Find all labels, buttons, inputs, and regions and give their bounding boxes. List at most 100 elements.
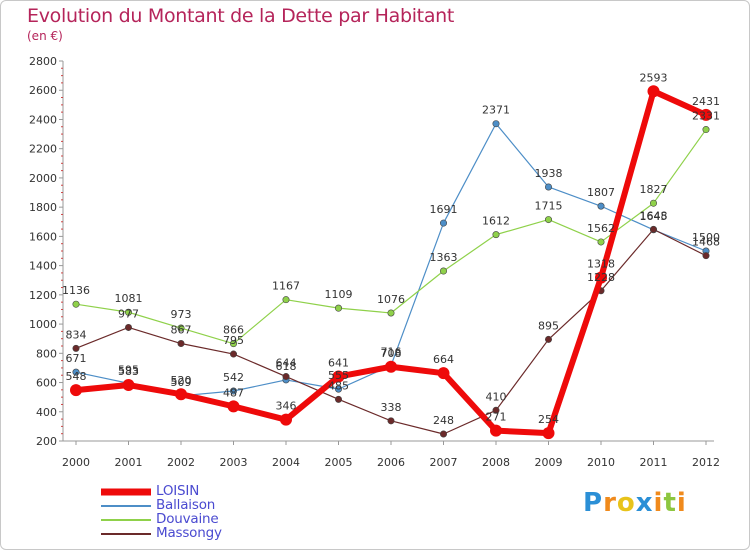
data-label-loisin: 548 [66, 370, 87, 383]
x-tick-label: 2006 [377, 456, 405, 469]
data-point-massongy [702, 252, 710, 260]
y-tick-label: 1800 [29, 201, 57, 214]
data-label-massongy: 977 [118, 307, 139, 320]
data-label-loisin: 2431 [692, 95, 720, 108]
y-tick-label: 1000 [29, 318, 57, 331]
data-label-massongy: 338 [381, 401, 402, 414]
data-point-douvaine [544, 216, 552, 224]
data-point-massongy [72, 344, 80, 352]
x-tick-label: 2005 [325, 456, 353, 469]
y-tick-label: 2400 [29, 113, 57, 126]
data-point-loisin [280, 413, 292, 426]
data-point-ballaison [72, 368, 80, 376]
data-label-ballaison: 542 [223, 371, 244, 384]
legend-label-douvaine: Douvaine [156, 511, 219, 527]
data-label-massongy: 1648 [640, 209, 668, 222]
y-tick-label: 1200 [29, 289, 57, 302]
data-label-douvaine: 1363 [430, 251, 458, 264]
logo-letter: i [676, 488, 687, 518]
data-label-douvaine: 1136 [62, 284, 90, 297]
data-point-douvaine [439, 267, 447, 275]
x-tick-label: 2000 [62, 456, 90, 469]
data-point-douvaine [702, 126, 710, 134]
data-label-ballaison: 1807 [587, 186, 615, 199]
data-point-loisin [70, 384, 82, 397]
data-point-ballaison [492, 120, 500, 128]
x-tick-label: 2011 [640, 456, 668, 469]
legend-swatch-loisin [101, 488, 151, 496]
chart-subtitle: (en €) [27, 29, 63, 43]
y-tick-label: 2800 [29, 55, 57, 68]
data-label-massongy: 410 [486, 390, 507, 403]
x-tick-label: 2003 [220, 456, 248, 469]
y-tick-label: 2200 [29, 143, 57, 156]
data-label-douvaine: 866 [223, 324, 244, 337]
y-tick-label: 400 [36, 406, 57, 419]
x-tick-label: 2007 [430, 456, 458, 469]
data-label-massongy: 248 [433, 414, 454, 427]
legend-label-loisin: LOISIN [156, 483, 200, 499]
data-point-ballaison [439, 219, 447, 227]
data-point-ballaison [544, 183, 552, 191]
legend-swatch-douvaine [101, 519, 151, 521]
data-point-loisin [227, 400, 240, 413]
data-point-massongy [177, 340, 185, 348]
data-label-ballaison: 2371 [482, 104, 510, 117]
logo-letter: r [603, 488, 617, 518]
data-point-loisin [385, 360, 397, 373]
logo-letter: P [583, 488, 604, 518]
data-label-douvaine: 1715 [535, 200, 563, 213]
logo-letter: x [635, 488, 654, 518]
data-label-loisin: 271 [486, 411, 507, 424]
data-label-ballaison: 1500 [692, 231, 720, 244]
logo-letter: t [663, 488, 677, 518]
data-point-massongy [387, 417, 395, 425]
legend-swatch-massongy [101, 533, 151, 535]
data-label-massongy: 895 [538, 319, 559, 332]
data-label-loisin: 346 [276, 400, 297, 413]
x-tick-label: 2010 [587, 456, 615, 469]
data-point-douvaine [72, 300, 80, 308]
data-label-ballaison: 555 [328, 369, 349, 382]
data-label-douvaine: 1109 [325, 288, 353, 301]
data-label-loisin: 583 [118, 365, 139, 378]
data-label-ballaison: 618 [276, 360, 297, 373]
legend-label-ballaison: Ballaison [156, 497, 216, 513]
data-point-ballaison [230, 387, 238, 395]
x-tick-label: 2012 [692, 456, 720, 469]
data-label-loisin: 2593 [640, 71, 668, 84]
data-label-loisin: 487 [223, 386, 244, 399]
data-point-loisin [595, 271, 607, 284]
data-label-ballaison: 1645 [640, 210, 668, 223]
x-tick-label: 2008 [482, 456, 510, 469]
data-label-loisin: 664 [433, 353, 454, 366]
data-label-douvaine: 1081 [115, 292, 143, 305]
data-point-massongy [334, 395, 342, 403]
data-point-douvaine [387, 309, 395, 317]
data-point-douvaine [177, 324, 185, 332]
data-point-massongy [230, 350, 238, 358]
data-label-douvaine: 973 [171, 308, 192, 321]
data-point-loisin [542, 427, 555, 440]
data-label-loisin: 641 [328, 357, 349, 370]
data-point-loisin [175, 388, 187, 401]
data-label-massongy: 644 [276, 357, 297, 370]
data-point-massongy [492, 406, 500, 414]
y-tick-label: 600 [36, 377, 57, 390]
data-label-douvaine: 1562 [587, 222, 615, 235]
data-point-douvaine [649, 199, 657, 207]
data-label-ballaison: 1938 [535, 167, 563, 180]
logo-letter: o [616, 488, 636, 518]
data-point-douvaine [282, 296, 290, 304]
y-tick-label: 1400 [29, 260, 57, 273]
data-label-massongy: 485 [328, 379, 349, 392]
data-label-massongy: 1468 [692, 236, 720, 249]
data-point-loisin [490, 424, 502, 437]
data-label-loisin: 254 [538, 413, 559, 426]
data-point-loisin [122, 379, 135, 392]
y-tick-label: 2600 [29, 84, 57, 97]
data-label-ballaison: 716 [381, 346, 402, 359]
data-point-douvaine [597, 238, 605, 246]
x-tick-label: 2001 [115, 456, 143, 469]
